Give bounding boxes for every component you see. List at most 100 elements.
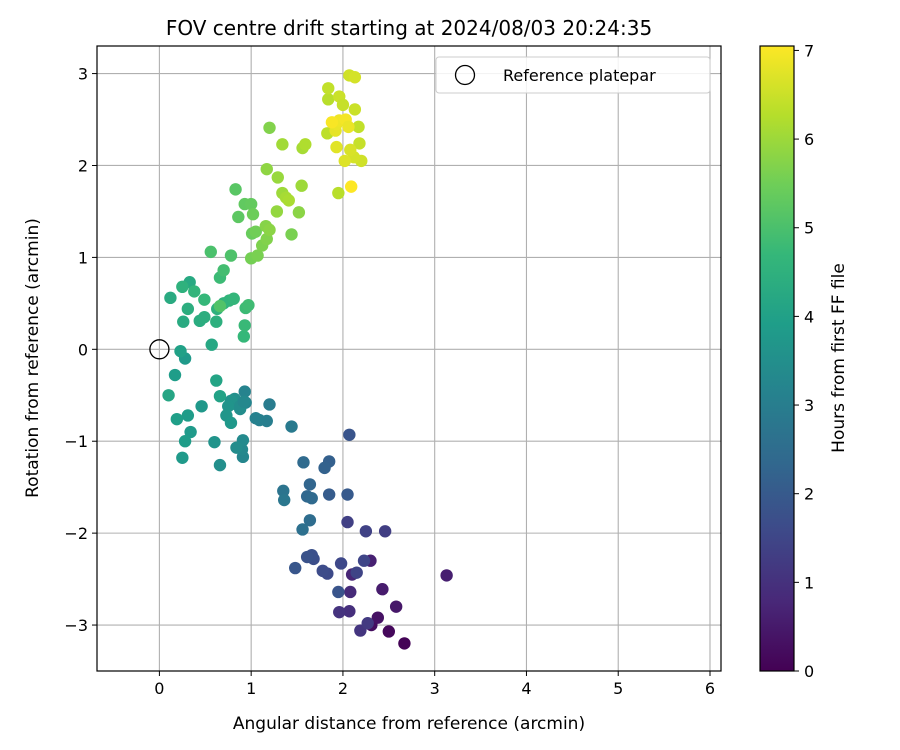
- data-point: [177, 315, 190, 328]
- data-point: [352, 120, 365, 134]
- data-point: [342, 120, 355, 134]
- data-point: [249, 225, 262, 238]
- data-point: [322, 488, 336, 501]
- data-point: [227, 292, 240, 305]
- data-point: [217, 264, 230, 277]
- data-point: [238, 385, 251, 398]
- scatter-points: [162, 69, 453, 650]
- data-point: [232, 210, 245, 224]
- data-point: [246, 207, 260, 221]
- data-point: [344, 143, 357, 157]
- data-point: [371, 611, 384, 624]
- x-tick-label: 2: [338, 679, 348, 698]
- colorbar-label: Hours from first FF file: [829, 263, 849, 453]
- data-point: [184, 425, 197, 439]
- x-axis: 0 1 2 3 4 5 6: [154, 671, 715, 698]
- data-point: [332, 585, 345, 599]
- colorbar-tick-label: 6: [804, 130, 814, 149]
- x-axis-label: Angular distance from reference (arcmin): [233, 714, 585, 734]
- colorbar-tick-label: 4: [804, 307, 814, 326]
- data-point: [297, 456, 310, 469]
- reference-platepar-marker: [149, 339, 170, 360]
- data-point: [382, 625, 396, 638]
- y-tick-label: 2: [78, 156, 88, 175]
- data-point: [376, 582, 389, 596]
- x-tick-label: 3: [430, 679, 440, 698]
- data-point: [174, 344, 187, 358]
- plot-frame: [96, 45, 722, 672]
- colorbar-ticks: 0 1 2 3 4 5 6 7: [794, 41, 814, 681]
- x-tick-label: 1: [246, 679, 256, 698]
- data-point: [170, 412, 184, 426]
- y-axis-label: Rotation from reference (arcmin): [23, 218, 43, 498]
- x-tick-label: 6: [705, 679, 715, 698]
- colorbar-gradient: [760, 46, 794, 671]
- data-point: [210, 374, 223, 387]
- data-point: [162, 389, 175, 402]
- data-point: [348, 103, 362, 116]
- data-point: [208, 435, 221, 449]
- data-point: [344, 585, 357, 599]
- data-point: [237, 395, 251, 408]
- data-point: [229, 183, 242, 196]
- data-point: [181, 409, 195, 422]
- data-point: [322, 82, 335, 95]
- data-point: [213, 458, 227, 472]
- data-point: [242, 298, 255, 312]
- data-point: [336, 98, 350, 112]
- data-point: [343, 605, 356, 618]
- data-point: [263, 121, 276, 135]
- data-point: [178, 435, 192, 448]
- data-point: [276, 138, 289, 151]
- data-point: [295, 179, 308, 192]
- y-tick-label: 0: [78, 340, 88, 359]
- colorbar-frame: [759, 45, 795, 672]
- x-tick-label: 4: [521, 679, 531, 698]
- data-point: [271, 171, 284, 184]
- data-point: [181, 302, 195, 316]
- data-point: [249, 412, 262, 425]
- chart-title: FOV centre drift starting at 2024/08/03 …: [166, 16, 652, 40]
- legend-label: Reference platepar: [503, 66, 656, 85]
- data-point: [164, 291, 177, 305]
- data-point: [263, 398, 276, 411]
- data-point: [334, 557, 348, 570]
- colorbar-tick-label: 1: [804, 573, 814, 592]
- legend: Reference platepar: [435, 56, 711, 94]
- data-point: [292, 206, 306, 219]
- colorbar-tick-label: 0: [804, 662, 814, 681]
- data-point: [333, 605, 346, 619]
- data-point: [210, 315, 223, 328]
- x-tick-label: 0: [154, 679, 164, 698]
- legend-box: [435, 56, 711, 94]
- data-point: [222, 400, 235, 413]
- data-point: [318, 461, 331, 475]
- data-point: [440, 569, 453, 582]
- data-point: [348, 71, 362, 84]
- data-point: [332, 186, 345, 200]
- data-point: [198, 310, 211, 324]
- data-point: [316, 564, 329, 578]
- data-point: [213, 299, 227, 313]
- data-point: [322, 93, 335, 106]
- data-point: [341, 515, 354, 529]
- data-point: [278, 493, 291, 507]
- data-point: [213, 389, 227, 403]
- data-point: [188, 285, 201, 298]
- data-point: [359, 525, 373, 538]
- data-point: [244, 197, 258, 211]
- data-point: [357, 554, 371, 567]
- x-tick-label: 5: [613, 679, 623, 698]
- data-point: [361, 617, 374, 630]
- data-point: [343, 428, 356, 441]
- data-point: [230, 441, 243, 454]
- data-point: [237, 330, 251, 343]
- data-point: [305, 492, 318, 505]
- data-point: [330, 140, 343, 154]
- colorbar-tick-label: 2: [804, 485, 814, 504]
- y-axis: −3 −2 −1 0 1 2 3: [64, 65, 97, 635]
- data-point: [198, 293, 211, 306]
- y-tick-label: 3: [78, 65, 88, 84]
- legend-marker-icon: [454, 64, 476, 86]
